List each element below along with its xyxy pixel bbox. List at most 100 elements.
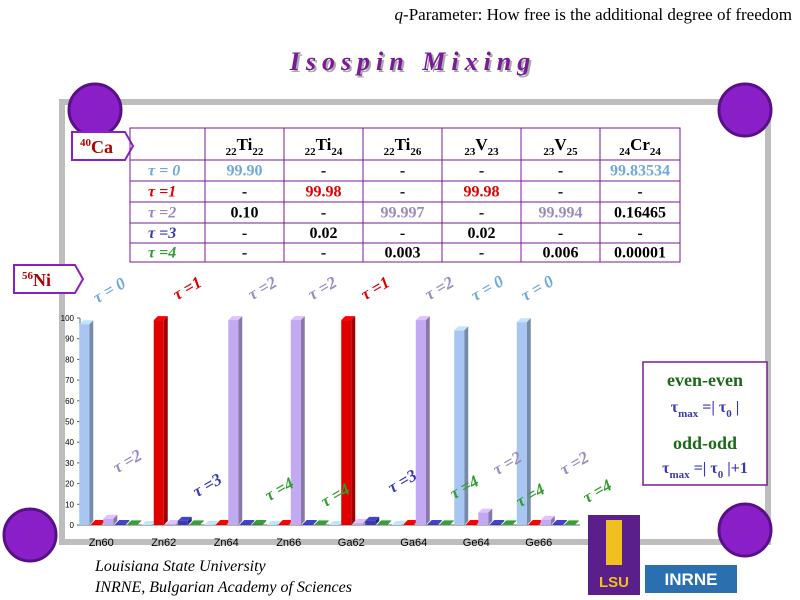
bar-top [165, 519, 180, 524]
row-label: τ = 0 [148, 163, 180, 180]
bar-side [425, 316, 430, 525]
cell: - [242, 245, 247, 262]
bar-side [512, 520, 517, 525]
y-tick-label: 100 [61, 314, 75, 323]
bar-top [341, 316, 356, 321]
x-tick-label: Zn60 [89, 537, 114, 549]
bar [427, 523, 438, 525]
element: Cr [630, 135, 650, 154]
bar [240, 523, 251, 525]
bar-top [91, 519, 106, 524]
cell: - [400, 225, 405, 242]
cell: - [558, 163, 563, 180]
footer-line: Louisiana State University [94, 558, 267, 575]
y-tick-label: 70 [65, 376, 74, 385]
bar-top [365, 516, 380, 521]
subscript: 22 [384, 146, 396, 158]
table-border [129, 127, 681, 263]
cell: 99.997 [381, 205, 425, 222]
bar-top [502, 520, 517, 525]
q: q [395, 5, 404, 24]
bar [177, 520, 188, 525]
y-tick-label: 30 [65, 459, 74, 468]
element: Ti [237, 135, 253, 154]
bar-top [240, 519, 255, 524]
subscript: 24 [650, 146, 662, 158]
bar-side [464, 326, 469, 525]
bar [365, 520, 376, 525]
bar-top [216, 519, 231, 524]
bar [490, 523, 501, 525]
bar [302, 523, 313, 525]
row-label: τ =2 [148, 205, 176, 222]
bar-side [137, 520, 142, 525]
bar-side [387, 520, 392, 525]
column-header: 22Ti24 [305, 135, 343, 158]
cell: 99.83534 [610, 163, 670, 180]
bar [415, 320, 426, 525]
x-tick-label: Zn66 [276, 537, 301, 549]
rule-part: max [678, 408, 699, 420]
note-box [642, 361, 768, 486]
row-label: τ =3 [148, 225, 176, 242]
y-tick-label: 90 [65, 335, 74, 344]
bar-top [415, 316, 430, 321]
cell: 0.006 [543, 245, 579, 262]
cell: 0.003 [385, 245, 421, 262]
bar [528, 523, 539, 525]
cell: - [400, 184, 405, 201]
even-even: even-even [667, 370, 743, 390]
bar [189, 524, 200, 525]
bar-top [141, 521, 156, 525]
bar-side [199, 520, 204, 525]
bar-top [189, 520, 204, 525]
cell: - [400, 163, 405, 180]
element: Ti [316, 135, 332, 154]
bar-top [490, 519, 505, 524]
rule-part: 0 [718, 469, 724, 481]
rule-part: τ [710, 460, 718, 477]
bar [103, 518, 114, 525]
bar-top [153, 316, 168, 321]
subscript: 26 [410, 146, 422, 158]
y-tick-label: 0 [70, 521, 75, 530]
bar-side [437, 519, 442, 525]
y-tick-label: 60 [65, 397, 74, 406]
cell: 0.16465 [614, 205, 666, 222]
cell: - [242, 184, 247, 201]
row-label: τ =4 [148, 245, 176, 262]
rule-part: =| [690, 460, 711, 477]
bar [341, 320, 352, 525]
column-header: 22Ti26 [384, 135, 422, 158]
cell: - [321, 163, 326, 180]
bar-top [353, 518, 368, 523]
bar [216, 523, 227, 525]
bar-side [324, 520, 329, 525]
bar-side [113, 514, 118, 525]
bar-top [127, 520, 142, 525]
bar-top [427, 519, 442, 524]
subscript: 22 [252, 146, 264, 158]
cell: 99.994 [539, 205, 583, 222]
bar [115, 523, 126, 525]
bar-side [449, 520, 454, 525]
bar-side [89, 320, 94, 525]
tower [606, 520, 622, 565]
bar-side [351, 316, 356, 525]
bar [516, 322, 527, 525]
bar [91, 523, 102, 525]
bar-side [163, 316, 168, 525]
bar-top [528, 519, 543, 524]
column-header: 23V25 [543, 135, 578, 158]
bar-top [290, 316, 305, 321]
cell: - [637, 225, 642, 242]
bar-side [312, 519, 317, 525]
bar-top [377, 520, 392, 525]
inrne-text: INRNE [665, 570, 718, 589]
subscript: 25 [567, 146, 579, 158]
cell: - [479, 245, 484, 262]
cell: - [321, 205, 326, 222]
element: Ni [33, 270, 51, 290]
